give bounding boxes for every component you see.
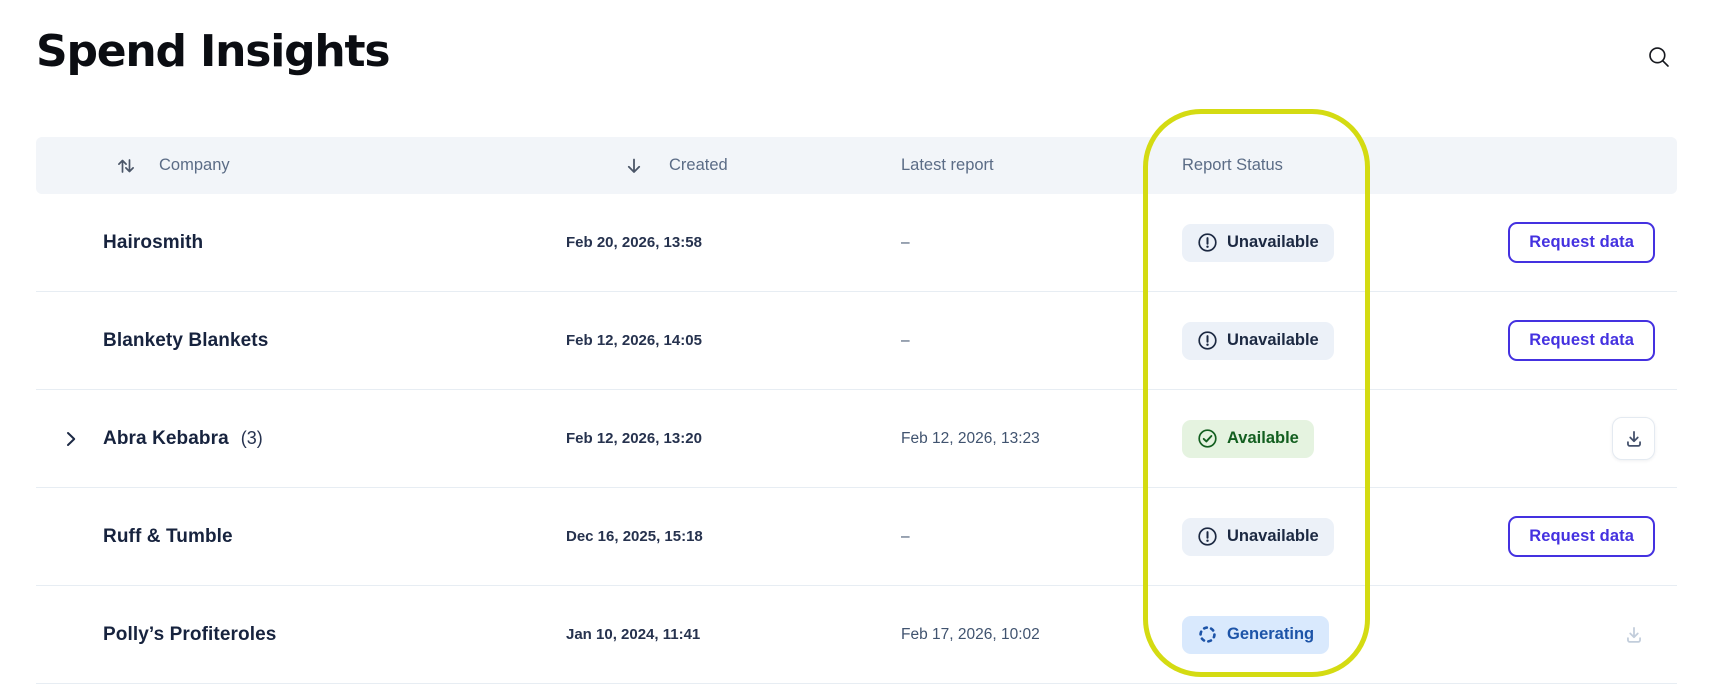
- column-header-report-status: Report Status: [1182, 156, 1283, 174]
- download-report-button[interactable]: [1612, 417, 1655, 460]
- table-row: Ruff & Tumble Dec 16, 2025, 15:18 – Unav…: [36, 488, 1677, 586]
- column-header-created[interactable]: Created: [669, 156, 728, 174]
- created-date: Dec 16, 2025, 15:18: [566, 528, 703, 545]
- table-row: Polly’s Profiteroles Jan 10, 2024, 11:41…: [36, 586, 1677, 684]
- status-badge-generating: Generating: [1182, 615, 1330, 654]
- latest-report-value: Feb 12, 2026, 13:23: [901, 429, 1040, 447]
- status-badge-available: Available: [1182, 419, 1314, 458]
- download-icon: [1626, 430, 1641, 447]
- companies-table: Company Created Latest report Report Sta…: [36, 137, 1677, 684]
- alert-circle-icon: [1198, 331, 1217, 350]
- search-icon: [1649, 47, 1669, 67]
- status-badge-unavailable: Unavailable: [1182, 223, 1334, 262]
- latest-report-value: Feb 17, 2026, 10:02: [901, 625, 1040, 643]
- company-name: Ruff & Tumble: [103, 525, 233, 547]
- latest-report-value: –: [901, 331, 910, 349]
- table-row: Blankety Blankets Feb 12, 2026, 14:05 – …: [36, 292, 1677, 390]
- alert-circle-icon: [1198, 233, 1217, 252]
- status-label: Available: [1227, 429, 1299, 447]
- status-badge-unavailable: Unavailable: [1182, 321, 1334, 360]
- company-name: Hairosmith: [103, 231, 204, 253]
- status-label: Generating: [1227, 625, 1315, 643]
- spinner-icon: [1199, 626, 1216, 643]
- chevron-right-icon: [67, 431, 76, 446]
- table-header-row: Company Created Latest report Report Sta…: [36, 137, 1677, 194]
- table-row: Abra Kebabra (3) Feb 12, 2026, 13:20 Feb…: [36, 390, 1677, 488]
- request-data-button[interactable]: Request data: [1508, 516, 1655, 557]
- column-header-company[interactable]: Company: [159, 156, 230, 174]
- status-badge-unavailable: Unavailable: [1182, 517, 1334, 556]
- latest-report-value: –: [901, 233, 910, 251]
- created-date: Jan 10, 2024, 11:41: [566, 626, 701, 643]
- search-button[interactable]: [1640, 38, 1678, 76]
- alert-circle-icon: [1198, 527, 1217, 546]
- created-date: Feb 12, 2026, 14:05: [566, 332, 702, 349]
- created-date: Feb 20, 2026, 13:58: [566, 234, 702, 251]
- created-date: Feb 12, 2026, 13:20: [566, 430, 702, 447]
- column-header-latest-report: Latest report: [901, 156, 994, 174]
- page-title: Spend Insights: [36, 26, 391, 77]
- company-name: Blankety Blankets: [103, 329, 269, 351]
- company-name: Polly’s Profiteroles: [103, 623, 277, 645]
- download-icon: [1626, 626, 1641, 643]
- sort-company-icon[interactable]: [115, 155, 137, 177]
- company-report-count: (3): [240, 428, 263, 448]
- request-data-button[interactable]: Request data: [1508, 320, 1655, 361]
- status-label: Unavailable: [1227, 527, 1319, 545]
- request-data-button[interactable]: Request data: [1508, 222, 1655, 263]
- company-name: Abra Kebabra: [103, 427, 229, 449]
- status-label: Unavailable: [1227, 233, 1319, 251]
- table-row: Hairosmith Feb 20, 2026, 13:58 – Unavail…: [36, 194, 1677, 292]
- sort-created-desc-icon[interactable]: [623, 155, 645, 177]
- download-report-button-disabled: [1612, 613, 1655, 656]
- latest-report-value: –: [901, 527, 910, 545]
- check-circle-icon: [1198, 429, 1217, 448]
- expand-row-button[interactable]: [56, 424, 86, 454]
- status-label: Unavailable: [1227, 331, 1319, 349]
